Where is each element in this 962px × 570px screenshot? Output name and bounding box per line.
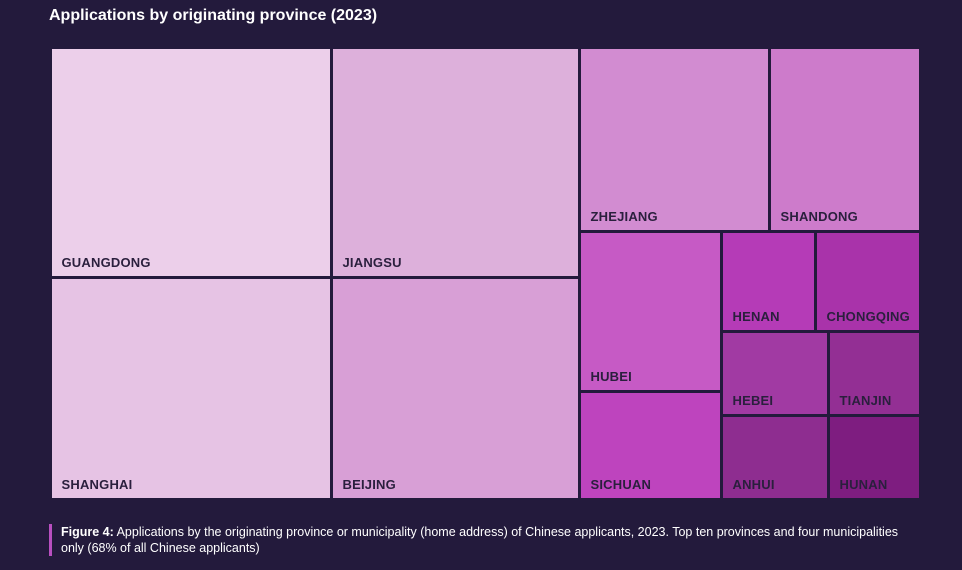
- treemap-cell-hubei: HUBEI: [580, 232, 720, 390]
- treemap-cell-hunan: HUNAN: [829, 416, 919, 498]
- treemap-cell-zhejiang: ZHEJIANG: [580, 48, 768, 230]
- treemap-cell-label: SHANGHAI: [61, 476, 133, 492]
- treemap-cell-shandong: SHANDONG: [770, 48, 919, 230]
- treemap-cell-chongqing: CHONGQING: [816, 232, 919, 330]
- treemap-cell-beijing: BEIJING: [332, 278, 578, 498]
- treemap-cell-guangdong: GUANGDONG: [51, 48, 330, 276]
- treemap-cell-hebei: HEBEI: [722, 332, 827, 414]
- treemap-cell-label: HENAN: [732, 308, 780, 324]
- figure-caption: Figure 4: Applications by the originatin…: [49, 524, 909, 556]
- treemap-cell-label: GUANGDONG: [61, 254, 151, 270]
- treemap-cell-tianjin: TIANJIN: [829, 332, 919, 414]
- treemap-cell-anhui: ANHUI: [722, 416, 827, 498]
- treemap-cell-label: CHONGQING: [826, 308, 910, 324]
- treemap: GUANGDONG SHANGHAI JIANGSU BEIJING ZHEJIANG S…: [50, 47, 920, 499]
- caption-label: Figure 4:: [61, 525, 114, 539]
- treemap-cell-label: SICHUAN: [590, 476, 652, 492]
- treemap-cell-label: HUBEI: [590, 368, 632, 384]
- treemap-cell-label: SHANDONG: [780, 208, 858, 224]
- treemap-cell-label: TIANJIN: [839, 392, 892, 408]
- treemap-cell-label: HUNAN: [839, 476, 888, 492]
- treemap-cell-label: ZHEJIANG: [590, 208, 658, 224]
- treemap-cell-jiangsu: JIANGSU: [332, 48, 578, 276]
- treemap-cell-henan: HENAN: [722, 232, 814, 330]
- treemap-cell-sichuan: SICHUAN: [580, 392, 720, 498]
- treemap-cell-shanghai: SHANGHAI: [51, 278, 330, 498]
- treemap-cell-label: BEIJING: [342, 476, 396, 492]
- treemap-cell-label: JIANGSU: [342, 254, 402, 270]
- treemap-cell-label: ANHUI: [732, 476, 775, 492]
- chart-title: Applications by originating province (20…: [49, 7, 378, 24]
- treemap-cell-label: HEBEI: [732, 392, 774, 408]
- caption-text: Applications by the originating province…: [61, 525, 899, 555]
